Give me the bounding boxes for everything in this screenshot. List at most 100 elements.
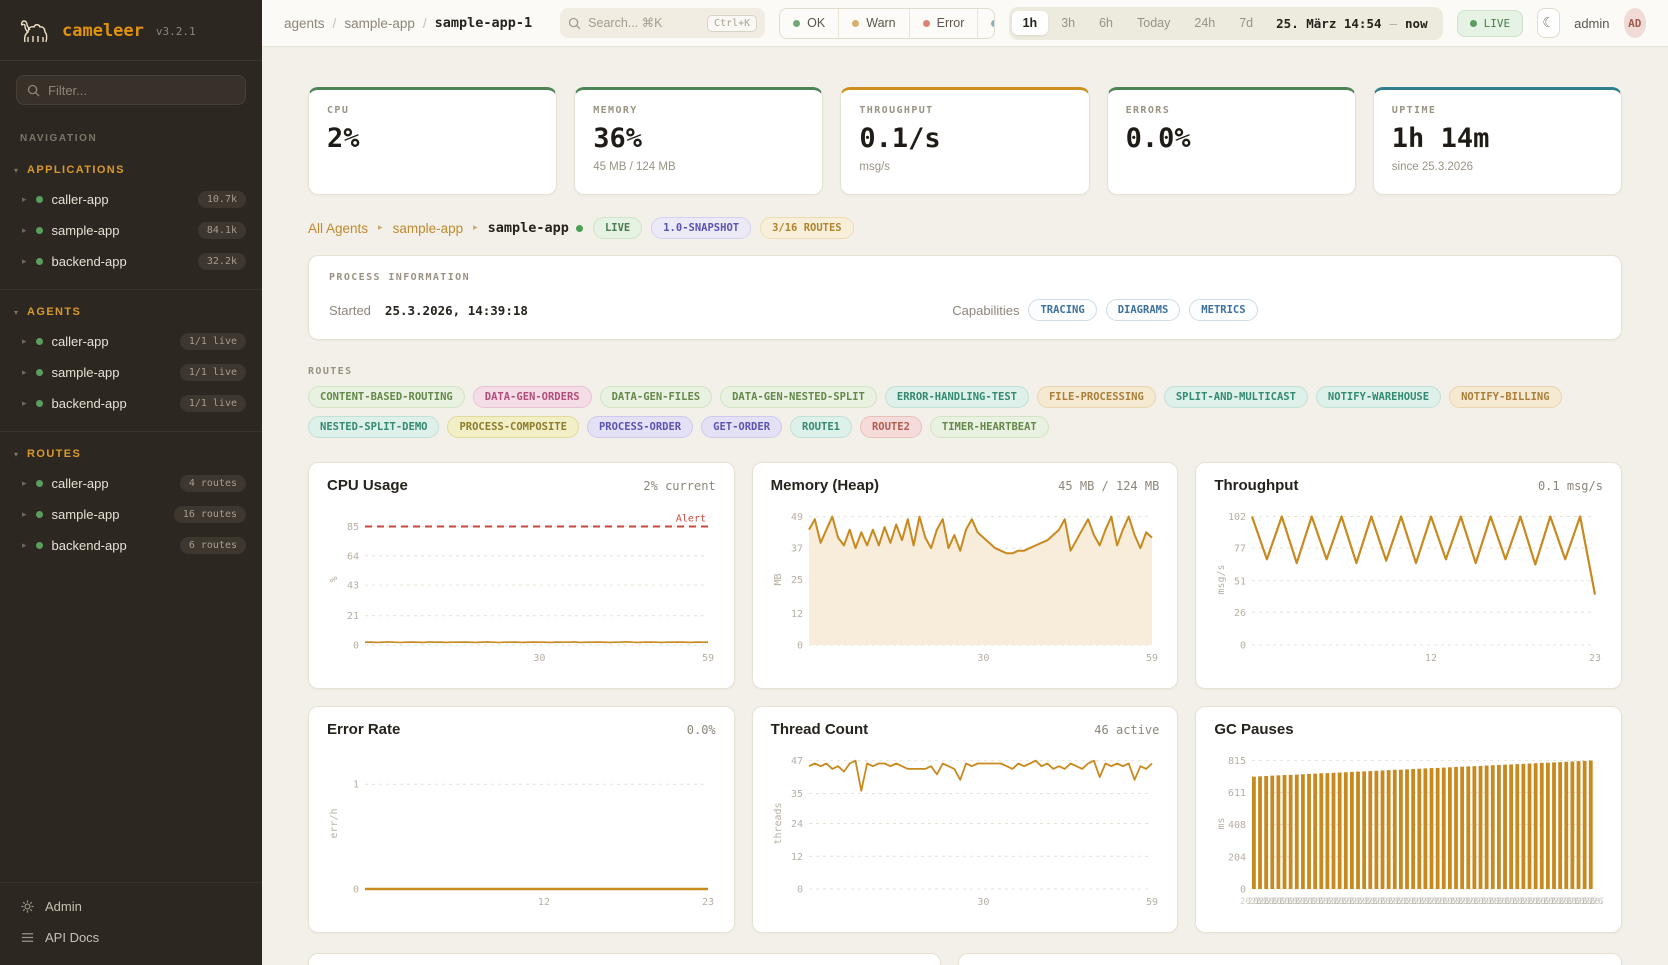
status-filter-ok[interactable]: OK <box>780 9 838 38</box>
caret-right-icon: ▸ <box>22 540 27 551</box>
route-chip-notify-warehouse[interactable]: NOTIFY-WAREHOUSE <box>1315 386 1442 408</box>
status-dot <box>35 227 43 234</box>
time-range-today[interactable]: Today <box>1137 16 1171 30</box>
svg-text:2026: 2026 <box>1590 897 1603 907</box>
route-chip-notify-billing[interactable]: NOTIFY-BILLING <box>1449 386 1562 408</box>
route-chip-file-processing[interactable]: FILE-PROCESSING <box>1036 386 1156 408</box>
time-range-7d[interactable]: 7d <box>1239 16 1254 30</box>
time-range-6h[interactable]: 6h <box>1099 16 1114 30</box>
breadcrumb-item-sample-app-1[interactable]: sample-app-1 <box>434 15 533 31</box>
chart-current-value: 45 MB / 124 MB <box>1058 479 1160 493</box>
status-dot <box>35 400 43 407</box>
route-chip-route2[interactable]: ROUTE2 <box>859 416 922 438</box>
svg-text:0: 0 <box>1240 641 1246 652</box>
svg-text:2026: 2026 <box>1256 897 1278 907</box>
route-chip-data-gen-orders[interactable]: DATA-GEN-ORDERS <box>472 386 592 408</box>
agent-links: All Agents ▸ sample-app <box>308 221 463 236</box>
topbar: agents / sample-app / sample-app-1 Ctrl+K OK… <box>262 0 1668 47</box>
theme-toggle-button[interactable]: ☾ <box>1537 8 1561 38</box>
footer-item-admin[interactable]: Admin <box>0 891 262 922</box>
metric-value: 36% <box>593 123 642 154</box>
sidebar-filter[interactable] <box>16 75 246 105</box>
route-chip-content-based-routing[interactable]: CONTENT-BASED-ROUTING <box>308 386 465 408</box>
svg-text:2026: 2026 <box>1357 897 1379 907</box>
item-badge: 6 routes <box>179 537 246 554</box>
chart-header: Thread Count 46 active <box>771 721 1160 738</box>
metric-card-cpu: CPU 2% <box>308 87 558 195</box>
route-chip-timer-heartbeat[interactable]: TIMER-HEARTBEAT <box>929 416 1049 438</box>
chart-header: Error Rate 0.0% <box>327 721 716 738</box>
svg-text:611: 611 <box>1228 788 1246 799</box>
chart-header: CPU Usage 2% current <box>327 477 716 494</box>
sidebar-item-backend-app[interactable]: ▸ backend-app 32.2k <box>0 246 262 277</box>
svg-text:%: % <box>329 576 340 582</box>
breadcrumb-item-agents[interactable]: agents <box>284 15 325 31</box>
breadcrumb-item-sample-app[interactable]: sample-app <box>344 15 415 31</box>
search-input[interactable] <box>588 16 701 30</box>
route-chip-process-composite[interactable]: PROCESS-COMPOSITE <box>447 416 579 438</box>
chart-card-gc-pauses: GC Pauses 815 611 408 204 0 ms 2026 2026 2026 2026… <box>1195 706 1622 933</box>
svg-text:59: 59 <box>1146 897 1158 908</box>
svg-text:64: 64 <box>347 551 359 562</box>
process-info-row: Started 25.3.2026, 14:39:18 Capabilities… <box>329 299 1601 321</box>
svg-text:2026: 2026 <box>1489 897 1511 907</box>
sidebar-item-caller-app[interactable]: ▸ caller-app 1/1 live <box>0 326 262 357</box>
global-search[interactable]: Ctrl+K <box>560 8 766 38</box>
live-toggle[interactable]: LIVE <box>1456 9 1524 37</box>
route-chip-error-handling-test[interactable]: ERROR-HANDLING-TEST <box>884 386 1029 408</box>
item-label: sample-app <box>51 365 120 380</box>
route-chip-get-order[interactable]: GET-ORDER <box>701 416 783 438</box>
svg-text:2026: 2026 <box>1365 897 1387 907</box>
svg-text:43: 43 <box>347 581 359 592</box>
time-range-24h[interactable]: 24h <box>1194 16 1216 30</box>
metric-card-memory: MEMORY 36% 45 MB / 124 MB <box>574 87 824 195</box>
svg-text:24: 24 <box>791 819 803 830</box>
filter-input[interactable] <box>48 82 235 98</box>
route-chip-route1[interactable]: ROUTE1 <box>790 416 852 438</box>
chart-card-memory-heap: Memory (Heap) 45 MB / 124 MB 49 37 25 12 0 MB 30… <box>751 462 1179 689</box>
section-header-agents[interactable]: ▾ AGENTS <box>0 298 262 326</box>
route-chip-nested-split-demo[interactable]: NESTED-SPLIT-DEMO <box>308 416 440 438</box>
user-name[interactable]: admin <box>1574 15 1610 31</box>
sidebar-item-backend-app[interactable]: ▸ backend-app 6 routes <box>0 530 262 561</box>
sidebar-item-sample-app[interactable]: ▸ sample-app 1/1 live <box>0 357 262 388</box>
sidebar-item-backend-app[interactable]: ▸ backend-app 1/1 live <box>0 388 262 419</box>
footer-item-api-docs[interactable]: API Docs <box>0 922 262 953</box>
svg-text:2026: 2026 <box>1512 897 1534 907</box>
svg-text:12: 12 <box>791 852 803 863</box>
agent-link-all-agents[interactable]: All Agents <box>308 220 369 236</box>
status-filter-label: OK <box>807 16 826 30</box>
application-log-card: APPLICATION LOG AllWarningsErrors <box>308 953 942 965</box>
route-chip-process-order[interactable]: PROCESS-ORDER <box>586 416 694 438</box>
route-chip-split-and-multicast[interactable]: SPLIT-AND-MULTICAST <box>1163 386 1308 408</box>
metric-cards-row: CPU 2% MEMORY 36% 45 MB / 124 MB THROUGHPUT 0.… <box>308 87 1622 195</box>
time-range-1h[interactable]: 1h <box>1011 11 1049 35</box>
route-chip-data-gen-nested-split[interactable]: DATA-GEN-NESTED-SPLIT <box>720 386 877 408</box>
status-filter-error[interactable]: Error <box>908 8 978 38</box>
sidebar-item-sample-app[interactable]: ▸ sample-app 16 routes <box>0 499 262 530</box>
status-filter-running[interactable]: Running <box>977 8 994 38</box>
svg-text:2026: 2026 <box>1372 897 1394 907</box>
sidebar-item-caller-app[interactable]: ▸ caller-app 10.7k <box>0 184 262 215</box>
section-header-routes[interactable]: ▾ ROUTES <box>0 440 262 468</box>
caret-right-icon: ▸ <box>22 367 27 378</box>
caret-right-icon: ▸ <box>22 194 27 205</box>
chart-title: GC Pauses <box>1214 721 1294 738</box>
svg-text:2026: 2026 <box>1504 897 1526 907</box>
section-header-applications[interactable]: ▾ APPLICATIONS <box>0 156 262 184</box>
time-range-3h[interactable]: 3h <box>1061 16 1076 30</box>
sidebar-section-applications: ▾ APPLICATIONS ▸ caller-app 10.7k ▸ sample-app… <box>0 148 262 289</box>
status-filter-warn[interactable]: Warn <box>838 8 908 38</box>
svg-text:30: 30 <box>533 653 545 664</box>
route-chip-data-gen-files[interactable]: DATA-GEN-FILES <box>599 386 713 408</box>
sidebar-item-caller-app[interactable]: ▸ caller-app 4 routes <box>0 468 262 499</box>
svg-text:51: 51 <box>1234 576 1246 587</box>
sidebar-item-sample-app[interactable]: ▸ sample-app 84.1k <box>0 215 262 246</box>
sidebar-sections: ▾ APPLICATIONS ▸ caller-app 10.7k ▸ sample-app… <box>0 148 262 573</box>
svg-text:2026: 2026 <box>1473 897 1495 907</box>
caret-right-icon: ▸ <box>22 478 27 489</box>
started-value: 25.3.2026, 14:39:18 <box>384 302 528 318</box>
status-dot <box>793 19 801 27</box>
agent-link-sample-app[interactable]: sample-app <box>392 220 464 236</box>
avatar[interactable]: AD <box>1623 8 1646 38</box>
